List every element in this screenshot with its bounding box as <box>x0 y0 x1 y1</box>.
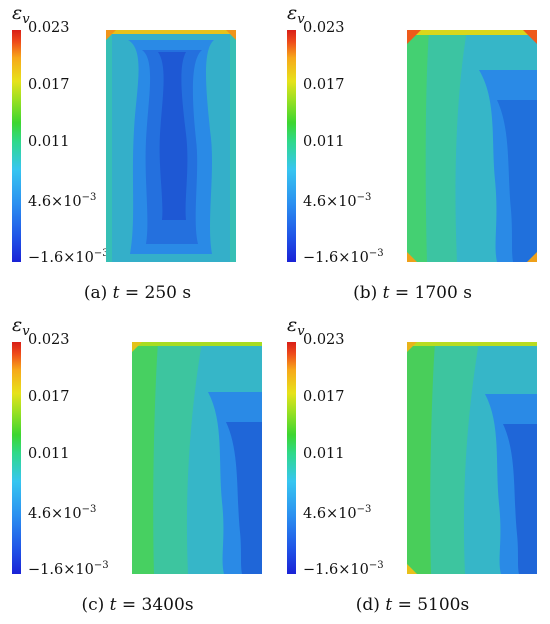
tick-label: 0.017 <box>28 389 70 405</box>
strain-symbol: εv <box>12 2 30 27</box>
tick-label: 4.6×10−3 <box>28 192 97 210</box>
tick-label: 0.017 <box>28 77 70 93</box>
tick-label: 0.011 <box>303 446 345 462</box>
tick-label: 4.6×10−3 <box>28 504 97 522</box>
panel-d: εv 0.023 0.017 0.011 4.6×10−3 −1.6×10−3 … <box>275 312 550 624</box>
tick-label: 0.017 <box>303 77 345 93</box>
colorbar-ticks: 0.023 0.017 0.011 4.6×10−3 −1.6×10−3 <box>26 20 116 266</box>
panel-a: εv 0.023 0.017 0.011 4.6×10−3 −1.6×10−3 … <box>0 0 275 312</box>
panel-caption: (d) t = 5100s <box>355 595 470 615</box>
strain-symbol: εv <box>287 2 305 27</box>
strain-field-map <box>407 30 537 262</box>
panel-b: εv 0.023 0.017 0.011 4.6×10−3 −1.6×10−3 … <box>275 0 550 312</box>
strain-symbol: εv <box>287 314 305 339</box>
colorbar <box>287 30 296 262</box>
tick-label: 0.011 <box>303 134 345 150</box>
tick-label: 4.6×10−3 <box>303 192 372 210</box>
panel-c: εv 0.023 0.017 0.011 4.6×10−3 −1.6×10−3 … <box>0 312 275 624</box>
tick-label: 0.023 <box>303 332 345 348</box>
strain-field-map <box>407 342 537 574</box>
strain-symbol: εv <box>12 314 30 339</box>
colorbar <box>287 342 296 574</box>
colorbar-ticks: 0.023 0.017 0.011 4.6×10−3 −1.6×10−3 <box>301 332 401 578</box>
tick-label: 0.011 <box>28 134 70 150</box>
tick-label: −1.6×10−3 <box>303 560 384 578</box>
tick-label: 0.023 <box>28 332 70 348</box>
tick-label: −1.6×10−3 <box>28 560 109 578</box>
panel-caption: (c) t = 3400s <box>81 595 194 615</box>
colorbar-ticks: 0.023 0.017 0.011 4.6×10−3 −1.6×10−3 <box>301 20 401 266</box>
tick-label: 0.017 <box>303 389 345 405</box>
strain-field-map <box>132 342 262 574</box>
tick-label: 0.011 <box>28 446 70 462</box>
tick-label: 0.023 <box>28 20 70 36</box>
colorbar <box>12 342 21 574</box>
tick-label: 0.023 <box>303 20 345 36</box>
colorbar <box>12 30 21 262</box>
tick-label: −1.6×10−3 <box>303 248 384 266</box>
panel-caption: (b) t = 1700 s <box>353 283 472 303</box>
tick-label: 4.6×10−3 <box>303 504 372 522</box>
strain-field-map <box>106 30 236 262</box>
panel-caption: (a) t = 250 s <box>83 283 192 303</box>
colorbar-ticks: 0.023 0.017 0.011 4.6×10−3 −1.6×10−3 <box>26 332 126 578</box>
tick-label: −1.6×10−3 <box>28 248 109 266</box>
